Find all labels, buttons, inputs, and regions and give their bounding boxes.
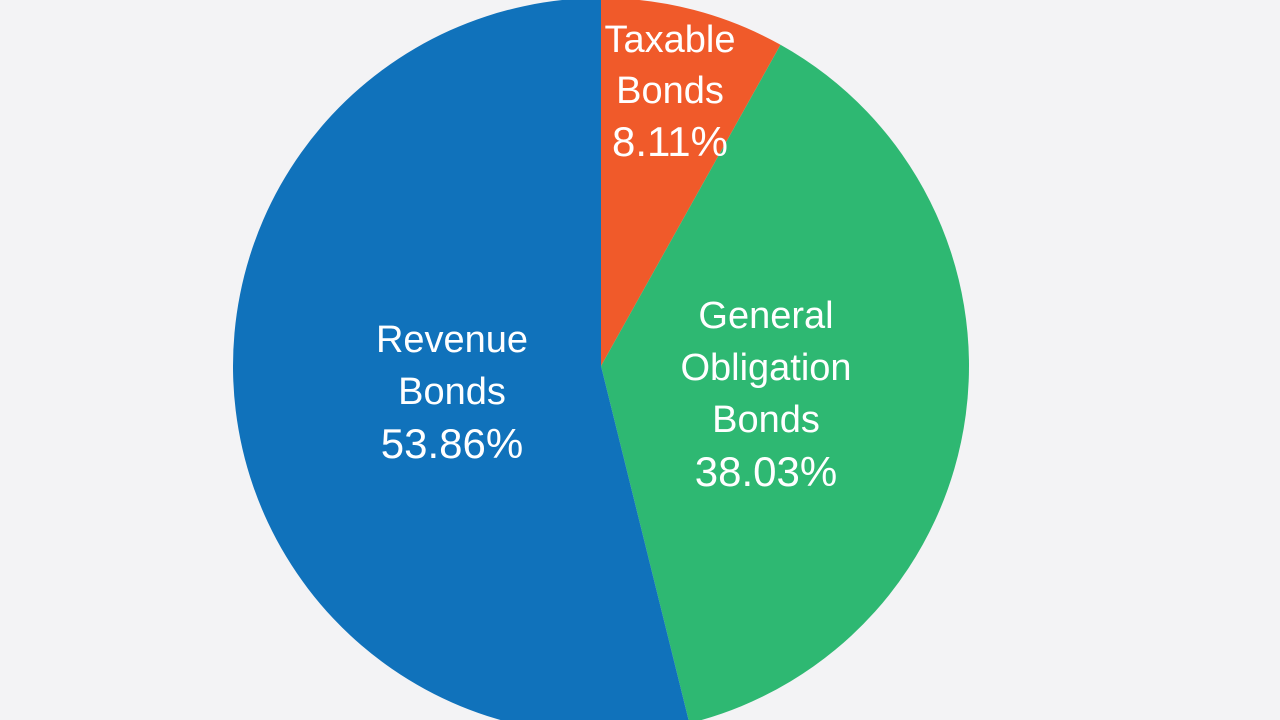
slice-label-line: Revenue — [376, 319, 528, 361]
slice-label-line: Bonds — [712, 399, 820, 441]
slice-label-line: Bonds — [616, 70, 724, 112]
pie-slice-0 — [601, 0, 781, 366]
slice-label-line: Bonds — [398, 371, 506, 413]
slice-label-group-1: General Obligation Bonds 38.03% — [680, 295, 851, 495]
pie-slice-2 — [233, 0, 689, 720]
slice-label-line: Taxable — [605, 19, 736, 61]
slice-label-group-0: Taxable Bonds 8.11% — [605, 19, 736, 165]
pie-slice-1 — [601, 44, 969, 720]
slice-value-label: 8.11% — [612, 118, 728, 165]
slice-label-line: Obligation — [680, 347, 851, 389]
slice-label-line: General — [698, 295, 833, 337]
slice-label-group-2: Revenue Bonds 53.86% — [376, 319, 528, 467]
slices-layer — [233, 0, 969, 720]
slice-value-label: 38.03% — [695, 448, 837, 495]
labels-layer: Taxable Bonds 8.11% General Obligation Bonds 3… — [376, 19, 852, 495]
slice-value-label: 53.86% — [381, 420, 523, 467]
